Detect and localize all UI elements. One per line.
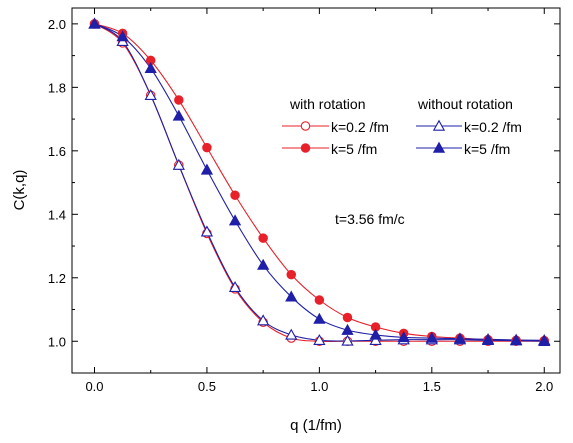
data-point [453,332,467,344]
data-point [88,17,101,29]
data-point [228,280,242,293]
data-point [200,163,214,175]
legend-marker-sample [300,143,311,153]
data-point [228,214,242,226]
y-tick-label: 1.8 [48,80,66,95]
data-point [538,333,551,346]
y-tick-label: 1.0 [48,334,66,349]
legend-marker-sample [300,121,311,131]
data-point [341,334,354,346]
data-point [313,312,326,324]
x-tick-label: 1.5 [423,379,441,394]
x-tick-label: 2.0 [535,379,553,394]
series-line-without-rotation-k02 [94,23,545,342]
data-point [200,225,214,237]
data-point [314,295,325,305]
data-point [257,258,270,270]
legend-label-without-k5: k=5 /fm [464,141,510,157]
data-point [341,323,354,335]
x-tick-label: 1.0 [310,379,328,394]
data-point [172,158,185,170]
legend: with rotation without rotation k=0.2 /fm… [282,96,522,157]
data-point [313,333,326,346]
data-point [202,142,212,153]
y-tick-label: 1.6 [48,144,66,159]
data-point [286,269,297,280]
legend-label-with-k02: k=0.2 /fm [331,119,389,135]
data-point [397,331,410,343]
x-axis-label: q (1/fm) [290,417,342,434]
y-tick-labels: 1.0 1.2 1.4 1.6 1.8 2.0 [48,17,66,349]
series-line-with-rotation-k5 [94,23,545,342]
legend-label-with-k5: k=5 /fm [331,141,377,157]
legend-marker-sample [432,119,446,131]
data-point [230,190,240,201]
y-tick-label: 2.0 [48,17,66,32]
legend-title-without-rotation: without rotation [417,96,513,112]
data-point [172,109,185,121]
data-point [510,333,523,345]
data-point [369,328,382,340]
data-point [144,88,157,100]
data-point [285,290,298,302]
y-tick-label: 1.2 [48,271,66,286]
data-point [258,233,268,243]
data-point [481,333,495,345]
legend-items [282,119,462,153]
series-markers [88,17,551,347]
data-point [342,312,353,323]
legend-title-with-rotation: with rotation [289,96,365,112]
series-lines [94,23,545,343]
x-tick-label: 0.0 [85,379,103,394]
y-axis-label: C(k,q) [11,170,28,211]
x-tick-label: 0.5 [198,379,216,394]
plot-frame [71,7,561,374]
series-line-without-rotation-k5 [94,23,545,341]
data-point [369,333,382,346]
data-point [174,95,184,105]
data-point [257,314,270,326]
legend-label-without-k02: k=0.2 /fm [464,119,522,135]
x-tick-labels: 0.0 0.5 1.0 1.5 2.0 [85,379,553,394]
axis-ticks [72,8,560,374]
y-tick-label: 1.4 [48,207,66,222]
data-point [425,331,438,343]
time-annotation: t=3.56 fm/c [335,211,405,227]
data-point [116,30,129,42]
legend-marker-sample [432,141,446,153]
series-line-with-rotation-k02 [94,23,545,343]
data-point [285,328,298,340]
data-point [144,61,157,74]
